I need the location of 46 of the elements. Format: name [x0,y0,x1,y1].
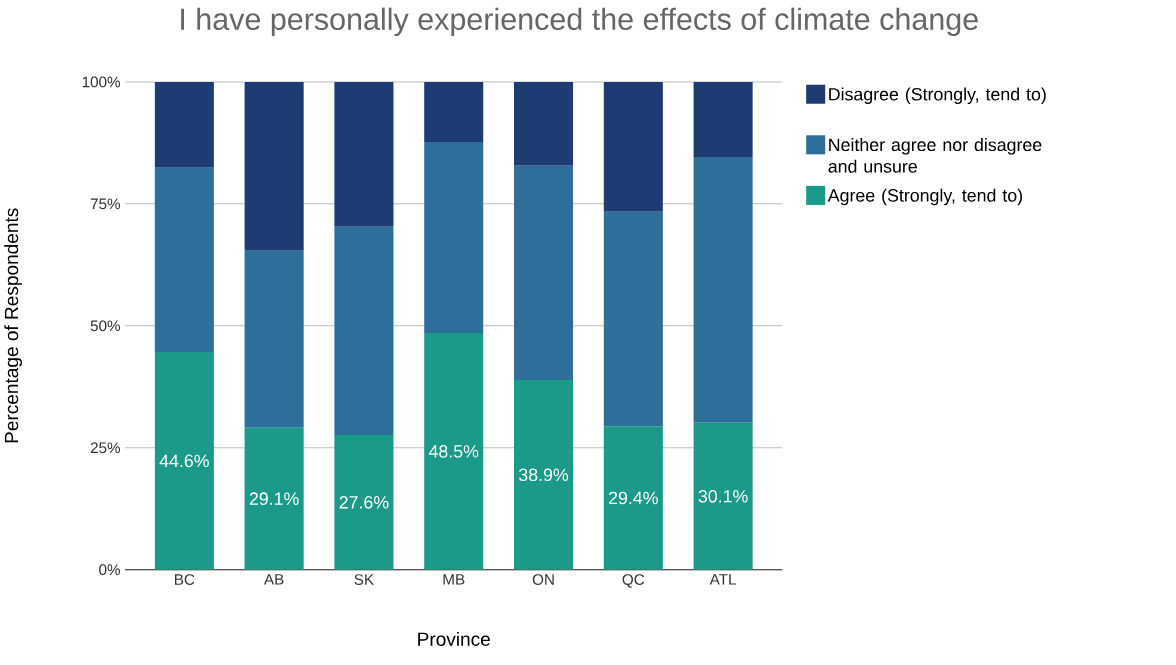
x-tick-label: ON [532,574,554,585]
bar [513,81,574,166]
bar [334,435,394,570]
bar [513,379,574,570]
y-tick-label: 0% [99,564,121,576]
x-tick-label: BC [175,574,195,585]
x-tick-label: MB [443,574,465,585]
y-tick-label: 50% [90,320,121,332]
y-tick-label: 25% [90,442,121,454]
y-axis-title: Percentage of Respondents [4,208,22,443]
y-tick-label: 75% [90,198,121,210]
bar [424,333,484,570]
bar [334,81,394,227]
data-label: 30.1% [698,489,748,503]
bar [334,226,394,436]
bar [244,427,304,570]
legend-label: Disagree (Strongly, tend to) [829,87,1046,105]
y-tick-label: 100% [82,76,121,88]
data-label: 44.6% [159,454,209,468]
data-label: 38.9% [518,468,569,482]
x-tick-label: ATL [709,574,737,585]
bar [244,81,304,251]
legend-label: Agree (Strongly, tend to) [827,188,1022,206]
legend-label: Neither agree nor disagree and unsure [828,138,1042,173]
chart-title: I have personally experienced the effects of climate change [181,7,978,37]
bar [603,211,663,427]
bar [244,250,304,428]
bar [424,81,484,142]
bar [513,165,574,380]
bar [693,157,753,423]
bar [154,167,214,353]
x-tick-label: QC [622,574,645,588]
bar [693,422,753,570]
x-tick-label: SK [354,574,374,585]
data-label: 29.1% [249,492,299,506]
bar [603,81,663,212]
bar [424,141,484,334]
bar [693,81,753,158]
x-axis-title: Province [418,631,490,646]
bar [603,426,663,570]
data-label: 29.4% [609,491,658,505]
data-label: 48.5% [428,445,479,458]
bar [154,81,214,168]
bar [154,352,214,570]
data-label: 27.6% [339,496,389,509]
x-tick-label: AB [263,574,284,585]
